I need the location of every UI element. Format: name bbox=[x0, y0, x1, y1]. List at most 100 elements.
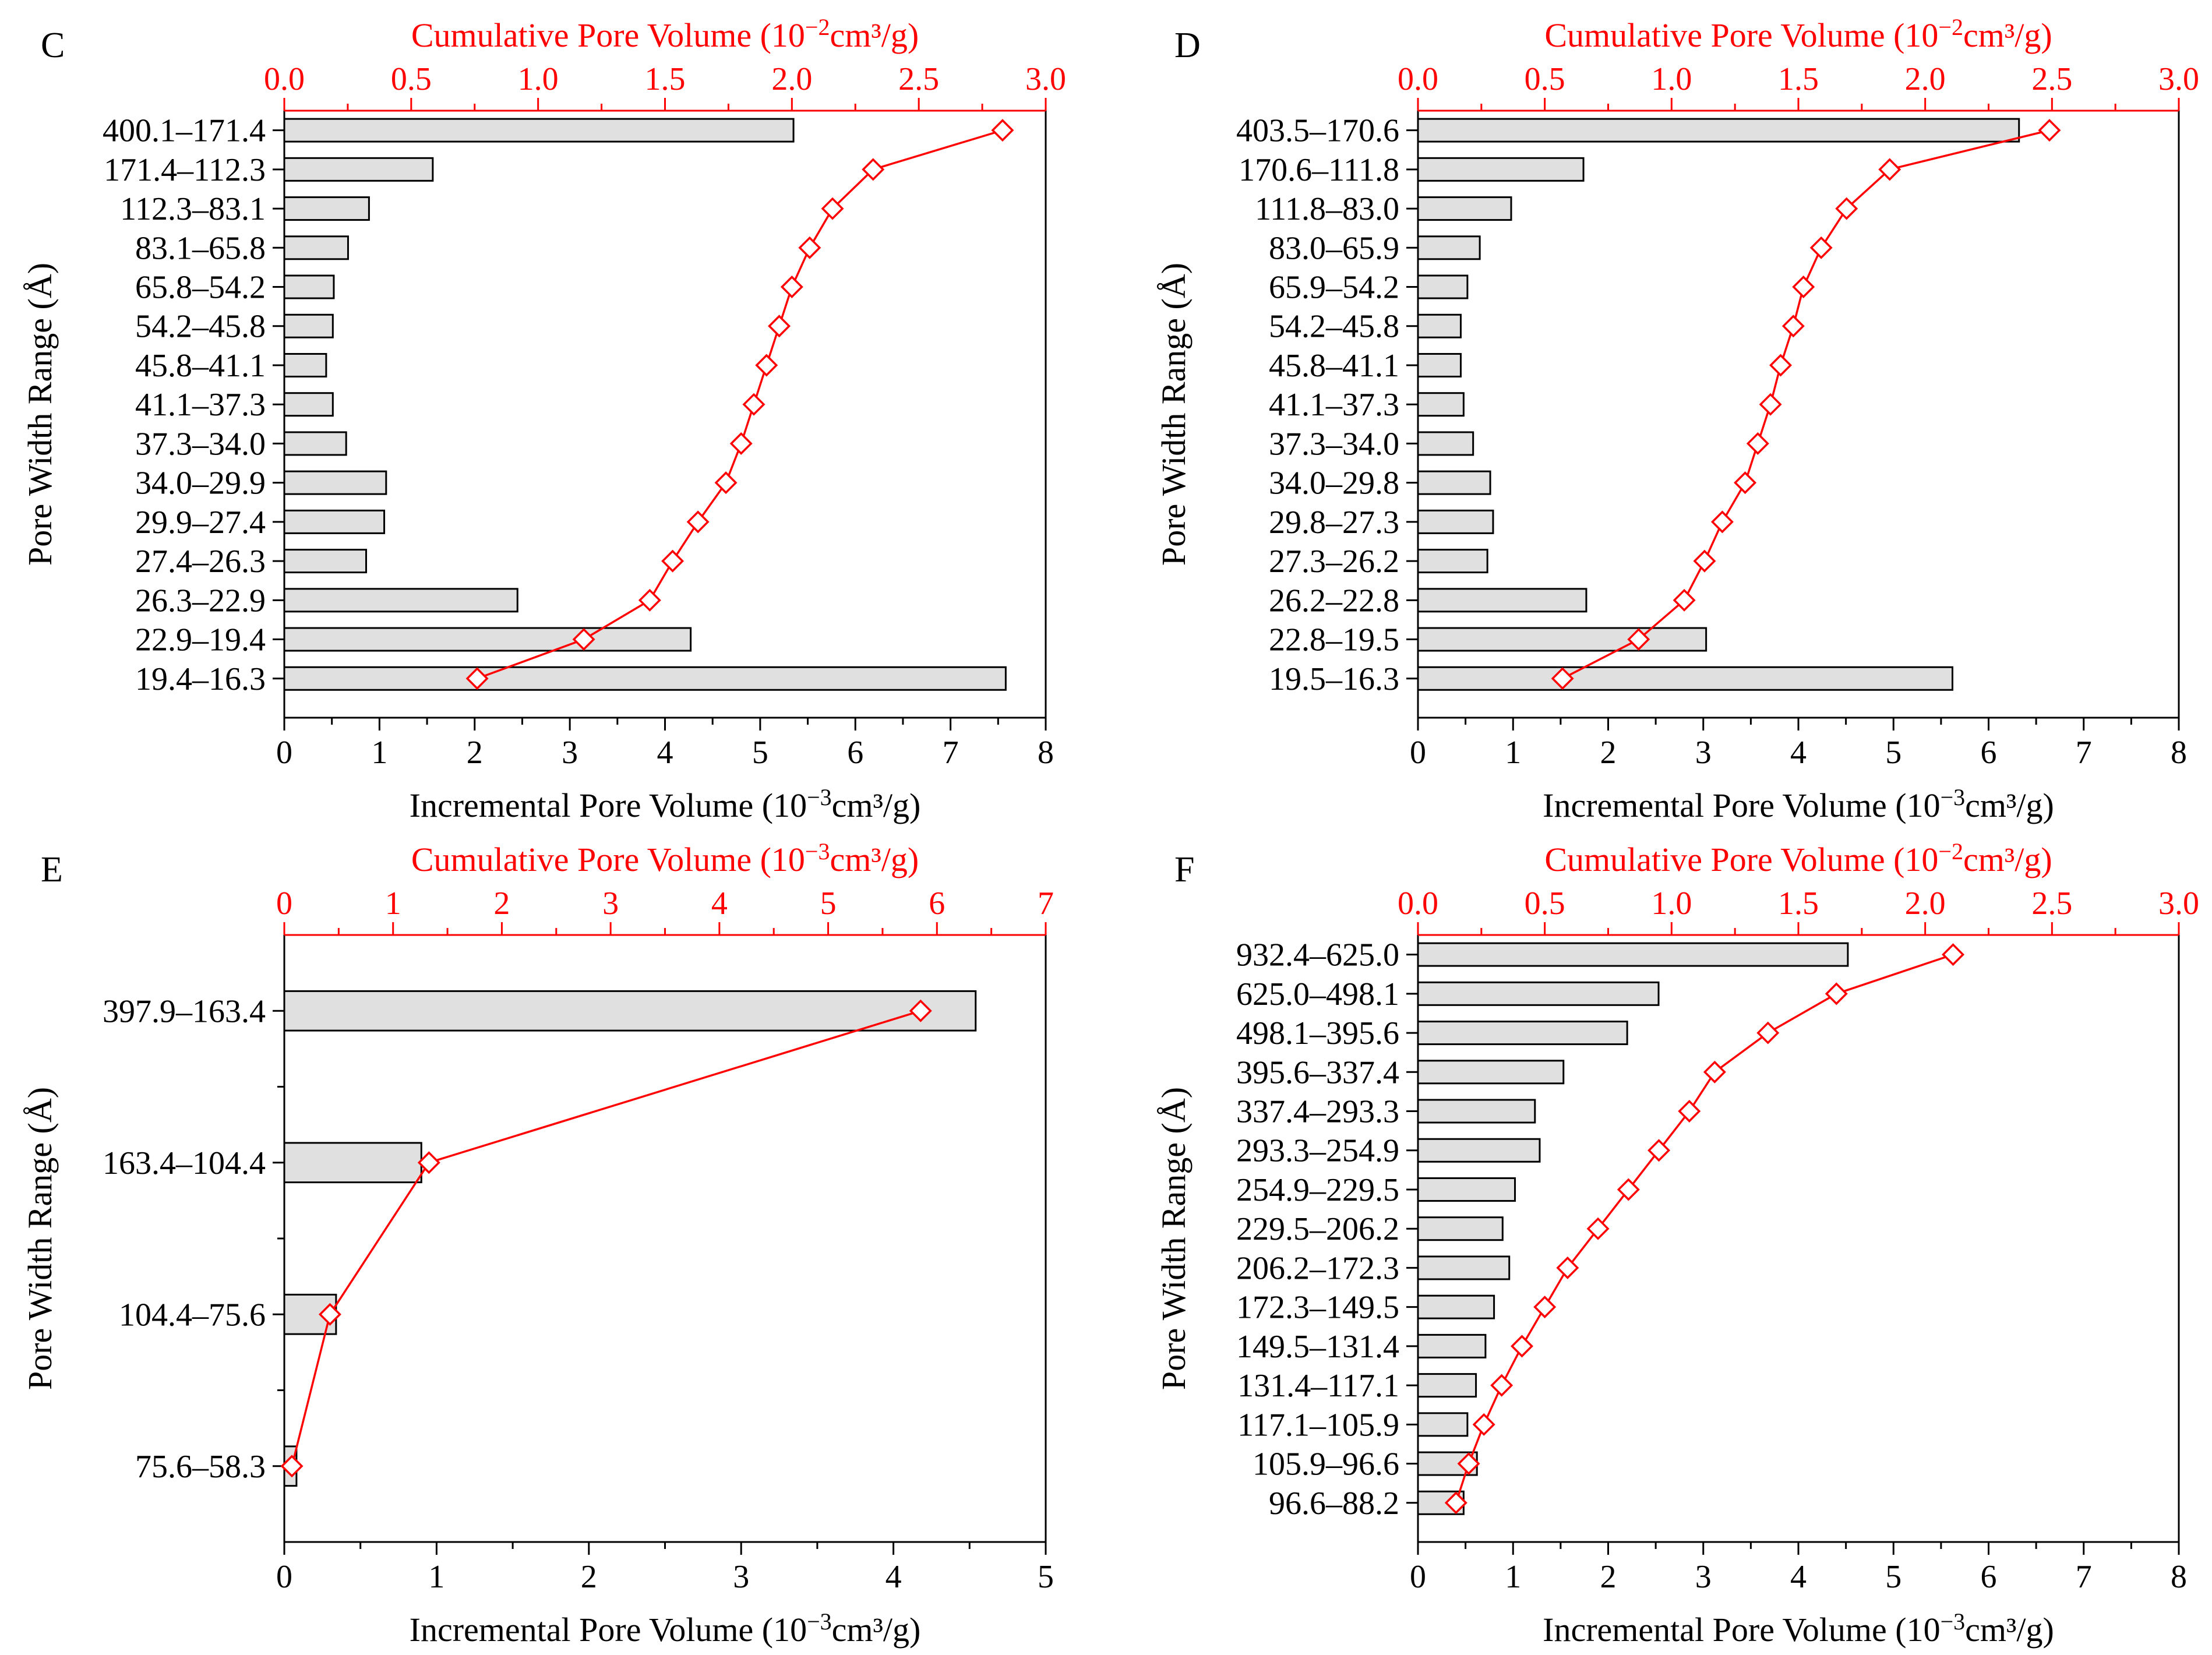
bottom-tick-label-0: 0 bbox=[1410, 735, 1426, 771]
bar-7 bbox=[1417, 1216, 1504, 1241]
top-tick-label-4: 4 bbox=[711, 885, 728, 922]
cumulative-point-4 bbox=[780, 276, 803, 298]
category-label-4: 65.8–54.2 bbox=[135, 270, 266, 306]
top-tick-label-0: 0.0 bbox=[1398, 61, 1438, 97]
cumulative-point-8 bbox=[1746, 432, 1769, 455]
left-axis-title: Pore Width Range (Å) bbox=[1155, 1087, 1193, 1390]
cumulative-point-8 bbox=[1556, 1256, 1579, 1279]
cumulative-point-3 bbox=[798, 236, 821, 259]
panel-f: 0 1 2 3 4 5 6 7 8 0.0 0.5 1.0 1.5 2.0 2.5 3.0 932.4–625.… bbox=[1155, 838, 2199, 1649]
category-label-13: 105.9–96.6 bbox=[1253, 1446, 1399, 1483]
top-tick-label-0: 0.0 bbox=[264, 61, 305, 97]
bar-1 bbox=[283, 1142, 422, 1184]
bar-7 bbox=[283, 392, 334, 417]
cumulative-point-6 bbox=[1617, 1178, 1640, 1201]
bar-1 bbox=[1417, 981, 1660, 1006]
bar-12 bbox=[283, 588, 518, 613]
category-label-7: 41.1–37.3 bbox=[135, 387, 266, 423]
bar-4 bbox=[1417, 1099, 1536, 1124]
category-label-14: 96.6–88.2 bbox=[1269, 1485, 1399, 1522]
cumulative-point-5 bbox=[768, 315, 791, 338]
bottom-tick-label-7: 7 bbox=[943, 735, 959, 771]
bar-5 bbox=[1417, 313, 1462, 338]
bottom-tick-label-0: 0 bbox=[276, 735, 292, 771]
bottom-tick-label-7: 7 bbox=[2076, 1559, 2092, 1595]
panel-c: 0 1 2 3 4 5 6 7 8 0.0 0.5 1.0 1.5 2.0 2.5 3.0 400.1–171.… bbox=[21, 14, 1066, 824]
bar-5 bbox=[283, 313, 334, 338]
cumulative-point-3 bbox=[1703, 1060, 1726, 1084]
category-label-13: 22.8–19.5 bbox=[1269, 622, 1399, 658]
bar-0 bbox=[283, 990, 977, 1032]
top-tick-label-6: 3.0 bbox=[2158, 61, 2199, 97]
cumulative-point-13 bbox=[1457, 1452, 1480, 1476]
bar-14 bbox=[283, 666, 1007, 691]
panel-d: 0 1 2 3 4 5 6 7 8 0.0 0.5 1.0 1.5 2.0 2.5 3.0 403.5–170.… bbox=[1155, 14, 2199, 824]
cumulative-point-6 bbox=[1769, 354, 1793, 377]
cumulative-point-9 bbox=[1533, 1296, 1557, 1319]
bar-2 bbox=[1417, 1021, 1628, 1046]
bottom-tick-label-5: 5 bbox=[752, 735, 768, 771]
top-tick-label-5: 5 bbox=[820, 885, 837, 922]
panel-label: C bbox=[41, 26, 65, 65]
category-label-12: 117.1–105.9 bbox=[1237, 1407, 1399, 1443]
category-label-3: 83.1–65.8 bbox=[135, 230, 266, 266]
category-label-2: 104.4–75.6 bbox=[119, 1297, 266, 1333]
bar-10 bbox=[283, 509, 386, 534]
cumulative-point-2 bbox=[318, 1303, 341, 1326]
bar-4 bbox=[283, 274, 335, 299]
top-tick-label-3: 1.5 bbox=[645, 61, 686, 97]
bar-2 bbox=[283, 196, 370, 221]
category-label-3: 395.6–337.4 bbox=[1236, 1054, 1399, 1091]
category-label-13: 22.9–19.4 bbox=[135, 622, 266, 658]
top-tick-label-1: 0.5 bbox=[391, 61, 432, 97]
bottom-tick-label-1: 1 bbox=[1505, 735, 1521, 771]
cumulative-point-7 bbox=[1759, 393, 1782, 416]
cumulative-point-4 bbox=[1678, 1100, 1701, 1123]
category-label-5: 54.2–45.8 bbox=[1269, 309, 1399, 345]
bottom-axis-title: Incremental Pore Volume (10−3cm³/g) bbox=[1543, 784, 2054, 824]
bar-0 bbox=[1417, 942, 1849, 967]
cumulative-point-1 bbox=[417, 1151, 440, 1174]
category-label-14: 19.4–16.3 bbox=[135, 661, 266, 697]
cumulative-point-13 bbox=[1627, 628, 1650, 651]
bottom-tick-label-3: 3 bbox=[562, 735, 578, 771]
bar-12 bbox=[1417, 588, 1587, 613]
top-tick-label-2: 1.0 bbox=[1651, 885, 1692, 922]
top-tick-label-7: 7 bbox=[1038, 885, 1054, 922]
cumulative-point-5 bbox=[1781, 315, 1805, 338]
bar-9 bbox=[283, 470, 387, 495]
top-tick-label-2: 1.0 bbox=[1651, 61, 1692, 97]
category-label-1: 163.4–104.4 bbox=[103, 1145, 266, 1181]
bottom-tick-label-2: 2 bbox=[581, 1559, 597, 1595]
top-axis-title: Cumulative Pore Volume (10−2cm³/g) bbox=[1544, 14, 2052, 54]
bar-0 bbox=[1417, 118, 2020, 143]
category-label-10: 29.9–27.4 bbox=[135, 504, 266, 541]
bar-5 bbox=[1417, 1138, 1541, 1163]
bar-9 bbox=[1417, 1294, 1495, 1319]
bar-10 bbox=[1417, 1333, 1487, 1358]
category-label-0: 397.9–163.4 bbox=[103, 993, 266, 1029]
top-tick-label-5: 2.5 bbox=[898, 61, 939, 97]
category-label-12: 26.2–22.8 bbox=[1269, 583, 1399, 619]
top-tick-label-0: 0 bbox=[276, 885, 292, 922]
bar-3 bbox=[283, 235, 349, 260]
bar-12 bbox=[1417, 1412, 1469, 1437]
bar-11 bbox=[1417, 1373, 1477, 1398]
cumulative-point-4 bbox=[1792, 276, 1815, 298]
cumulative-point-7 bbox=[742, 393, 765, 416]
top-tick-label-5: 2.5 bbox=[2031, 885, 2072, 922]
category-label-9: 34.0–29.8 bbox=[1269, 465, 1399, 502]
bar-1 bbox=[1417, 157, 1585, 182]
top-axis-title: Cumulative Pore Volume (10−2cm³/g) bbox=[1544, 838, 2052, 878]
category-label-10: 29.8–27.3 bbox=[1269, 504, 1399, 541]
cumulative-point-10 bbox=[686, 510, 710, 534]
bottom-tick-label-2: 2 bbox=[467, 735, 483, 771]
cumulative-point-3 bbox=[280, 1455, 304, 1478]
left-axis-title: Pore Width Range (Å) bbox=[21, 263, 59, 566]
bottom-tick-label-1: 1 bbox=[1505, 1559, 1521, 1595]
bar-8 bbox=[1417, 431, 1474, 456]
bottom-tick-label-5: 5 bbox=[1885, 735, 1901, 771]
cumulative-point-2 bbox=[821, 197, 844, 220]
bottom-tick-label-0: 0 bbox=[1410, 1559, 1426, 1595]
cumulative-point-8 bbox=[729, 432, 753, 455]
